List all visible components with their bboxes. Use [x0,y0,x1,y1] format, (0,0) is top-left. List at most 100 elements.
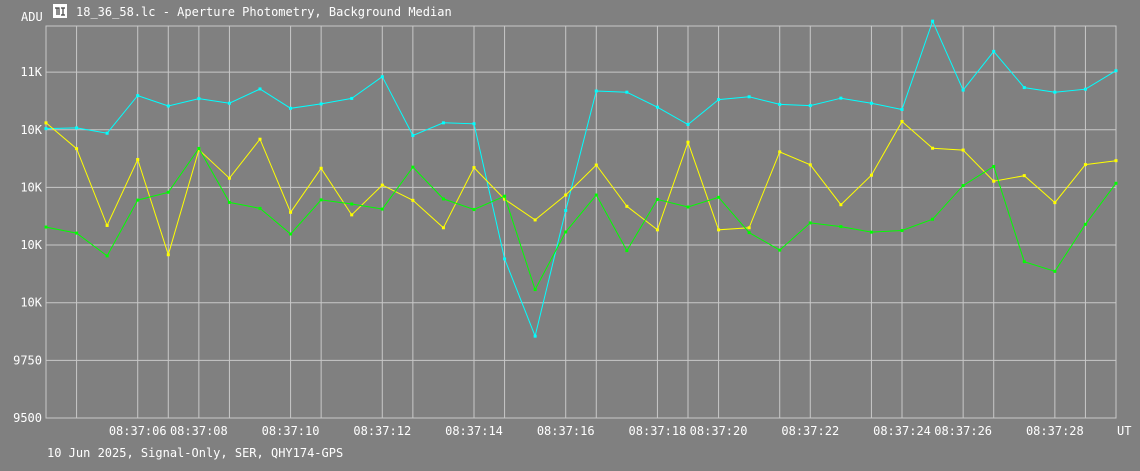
data-point [289,232,293,236]
data-point [808,221,812,225]
data-point [992,179,996,183]
x-tick-label: 08:37:28 [1026,424,1084,438]
data-point [747,226,751,230]
data-point [166,104,170,108]
x-axis-ticks: 08:37:06 08:37:08 08:37:10 08:37:12 08:37:14… [109,424,1084,438]
x-tick-label: 08:37:10 [262,424,320,438]
data-point [533,334,537,338]
data-point [472,122,476,126]
y-tick-label: 10K [20,123,42,137]
data-point [411,134,415,138]
data-point [1022,260,1026,264]
data-point [105,254,109,258]
data-point [992,49,996,53]
data-point [472,208,476,212]
data-point [289,210,293,214]
series-2 [44,146,1118,292]
data-point [747,231,751,235]
x-tick-label: 08:37:12 [353,424,411,438]
x-axis-label: UT [1117,424,1131,438]
data-point [380,183,384,187]
data-point [289,106,293,110]
data-point [625,204,629,208]
data-point [869,101,873,105]
data-point [931,146,935,150]
data-point [625,90,629,94]
data-point [778,248,782,252]
data-point [319,166,323,170]
data-point [778,150,782,154]
data-point [961,148,965,152]
data-point [441,226,445,230]
data-point [655,105,659,109]
data-point [1083,163,1087,167]
series-group [44,19,1118,338]
data-point [594,89,598,93]
data-point [1053,269,1057,273]
x-tick-label: 08:37:24 [873,424,931,438]
y-axis-label: ADU [21,10,43,24]
data-point [564,193,568,197]
x-tick-label: 08:37:20 [690,424,748,438]
data-point [900,119,904,123]
y-tick-label: 9500 [13,411,42,425]
data-point [1114,159,1118,163]
data-point [227,101,231,105]
data-point [227,176,231,180]
data-point [717,228,721,232]
y-tick-label: 10K [20,238,42,252]
data-point [105,223,109,227]
data-point [44,121,48,125]
data-point [1083,87,1087,91]
chart-app-icon [53,4,67,18]
data-point [1114,69,1118,73]
data-point [869,173,873,177]
footer-info: 10 Jun 2025, Signal-Only, SER, QHY174-GP… [47,446,343,460]
data-point [808,163,812,167]
x-tick-label: 08:37:08 [170,424,228,438]
data-point [564,208,568,212]
data-point [839,96,843,100]
data-point [747,95,751,99]
data-point [961,184,965,188]
data-point [625,249,629,253]
y-tick-label: 10K [20,296,42,310]
data-point [839,225,843,229]
y-tick-label: 10K [20,180,42,194]
data-point [166,253,170,257]
data-point [75,231,79,235]
data-point [411,165,415,169]
data-point [258,137,262,141]
data-point [503,257,507,261]
data-point [380,75,384,79]
data-point [1022,86,1026,90]
data-point [869,230,873,234]
series-line [45,120,1117,257]
data-point [931,19,935,23]
x-tick-label: 08:37:14 [445,424,503,438]
data-point [594,193,598,197]
chart-app-icon-glyph [55,7,65,16]
data-point [258,87,262,91]
data-point [75,147,79,151]
data-point [1114,181,1118,185]
data-point [900,229,904,233]
data-point [227,200,231,204]
y-axis-ticks: 9500 9750 10K 10K 10K 10K 11K [13,65,43,425]
data-point [197,97,201,101]
data-point [564,230,568,234]
data-point [350,213,354,217]
data-point [503,197,507,201]
data-point [44,225,48,229]
data-point [594,163,598,167]
data-point [655,228,659,232]
data-point [44,127,48,131]
data-point [197,146,201,150]
x-tick-label: 08:37:22 [781,424,839,438]
data-point [472,166,476,170]
data-point [350,96,354,100]
data-point [778,102,782,106]
data-point [136,158,140,162]
window-title: 18_36_58.lc - Aperture Photometry, Backg… [76,5,452,19]
